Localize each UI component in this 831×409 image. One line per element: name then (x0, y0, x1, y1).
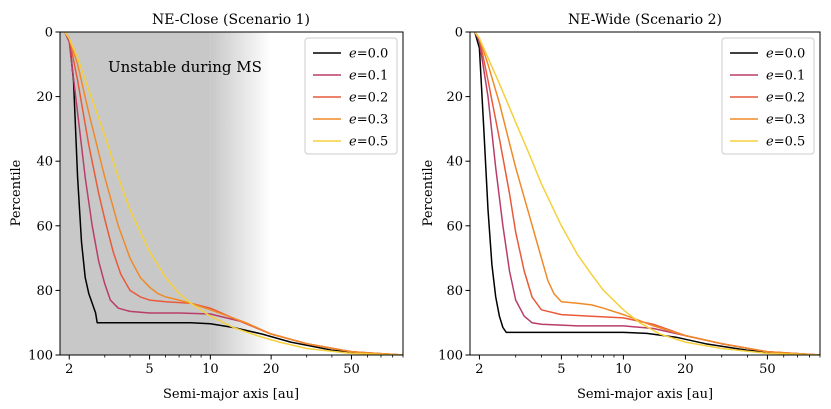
x-tick-label: 20 (677, 362, 694, 377)
y-tick-label: 40 (446, 155, 463, 170)
x-tick-label: 5 (145, 362, 153, 377)
legend-entry: e=0.1 (766, 69, 805, 84)
chart-title-right: NE-Wide (Scenario 2) (568, 12, 722, 28)
y-tick-label: 0 (455, 26, 463, 41)
shaded-region-left (60, 32, 272, 355)
y-tick-label: 40 (36, 155, 53, 170)
series-line-3 (64, 32, 403, 355)
y-axis-label-left: Percentile (9, 159, 24, 226)
x-axis-label-left: Semi-major axis [au] (163, 387, 299, 402)
y-tick-label: 20 (446, 90, 463, 105)
chart-panel-left: 2 5 10 20 50 0 20 40 60 80 100 NE-Close (Scenario… (9, 12, 404, 402)
x-tick-label: 2 (65, 362, 73, 377)
legend-entry: e=0.0 (349, 47, 388, 62)
legend-box (304, 37, 398, 155)
x-tick-label: 10 (202, 362, 219, 377)
legend-entry: e=0.1 (349, 69, 388, 84)
x-axis-right: 2 5 10 20 50 (475, 355, 821, 377)
legend-right: e=0.0 e=0.1 e=0.2 e=0.3 e=0.5 (721, 37, 815, 155)
y-tick-label: 20 (36, 90, 53, 105)
series-lines-left (64, 32, 403, 355)
x-tick-label: 50 (759, 362, 776, 377)
annotation-unstable: Unstable during MS (108, 58, 262, 76)
series-line-3 (474, 32, 820, 355)
y-tick-label: 60 (36, 219, 53, 234)
legend-left: e=0.0 e=0.1 e=0.2 e=0.3 e=0.5 (304, 37, 398, 155)
series-lines-right (474, 32, 820, 355)
y-tick-label: 80 (446, 284, 463, 299)
unstable-region-fade (210, 32, 272, 355)
legend-entry: e=0.5 (349, 135, 388, 150)
x-tick-label: 20 (263, 362, 280, 377)
x-axis-label-right: Semi-major axis [au] (577, 387, 713, 402)
x-tick-label: 5 (557, 362, 565, 377)
chart-panel-right: 2 5 10 20 50 0 20 40 60 80 100 NE-Wide (Scenario … (421, 12, 821, 402)
x-axis-left: 2 5 10 20 50 (65, 355, 404, 377)
series-line-4 (474, 32, 820, 355)
unstable-region (60, 32, 211, 355)
series-line-0 (64, 32, 403, 355)
legend-box (721, 37, 815, 155)
y-axis-label-right: Percentile (421, 159, 436, 226)
series-line-0 (474, 32, 820, 355)
y-tick-label: 80 (36, 284, 53, 299)
series-line-4 (64, 32, 403, 355)
chart-title-left: NE-Close (Scenario 1) (152, 12, 310, 28)
x-tick-label: 50 (343, 362, 360, 377)
legend-entry: e=0.2 (766, 91, 805, 106)
plot-frame-right (469, 31, 821, 356)
x-tick-label: 2 (475, 362, 483, 377)
legend-entry: e=0.3 (349, 113, 388, 128)
legend-entry: e=0.0 (766, 47, 805, 62)
legend-entry: e=0.3 (766, 113, 805, 128)
legend-entry: e=0.2 (349, 91, 388, 106)
y-tick-label: 100 (28, 349, 53, 364)
y-tick-label: 100 (438, 349, 463, 364)
legend-entry: e=0.5 (766, 135, 805, 150)
y-tick-label: 0 (45, 26, 53, 41)
x-tick-label: 10 (615, 362, 632, 377)
plot-frame-left (59, 31, 404, 356)
y-tick-label: 60 (446, 219, 463, 234)
y-axis-right: 0 20 40 60 80 100 (438, 26, 470, 364)
y-axis-left: 0 20 40 60 80 100 (28, 26, 60, 364)
